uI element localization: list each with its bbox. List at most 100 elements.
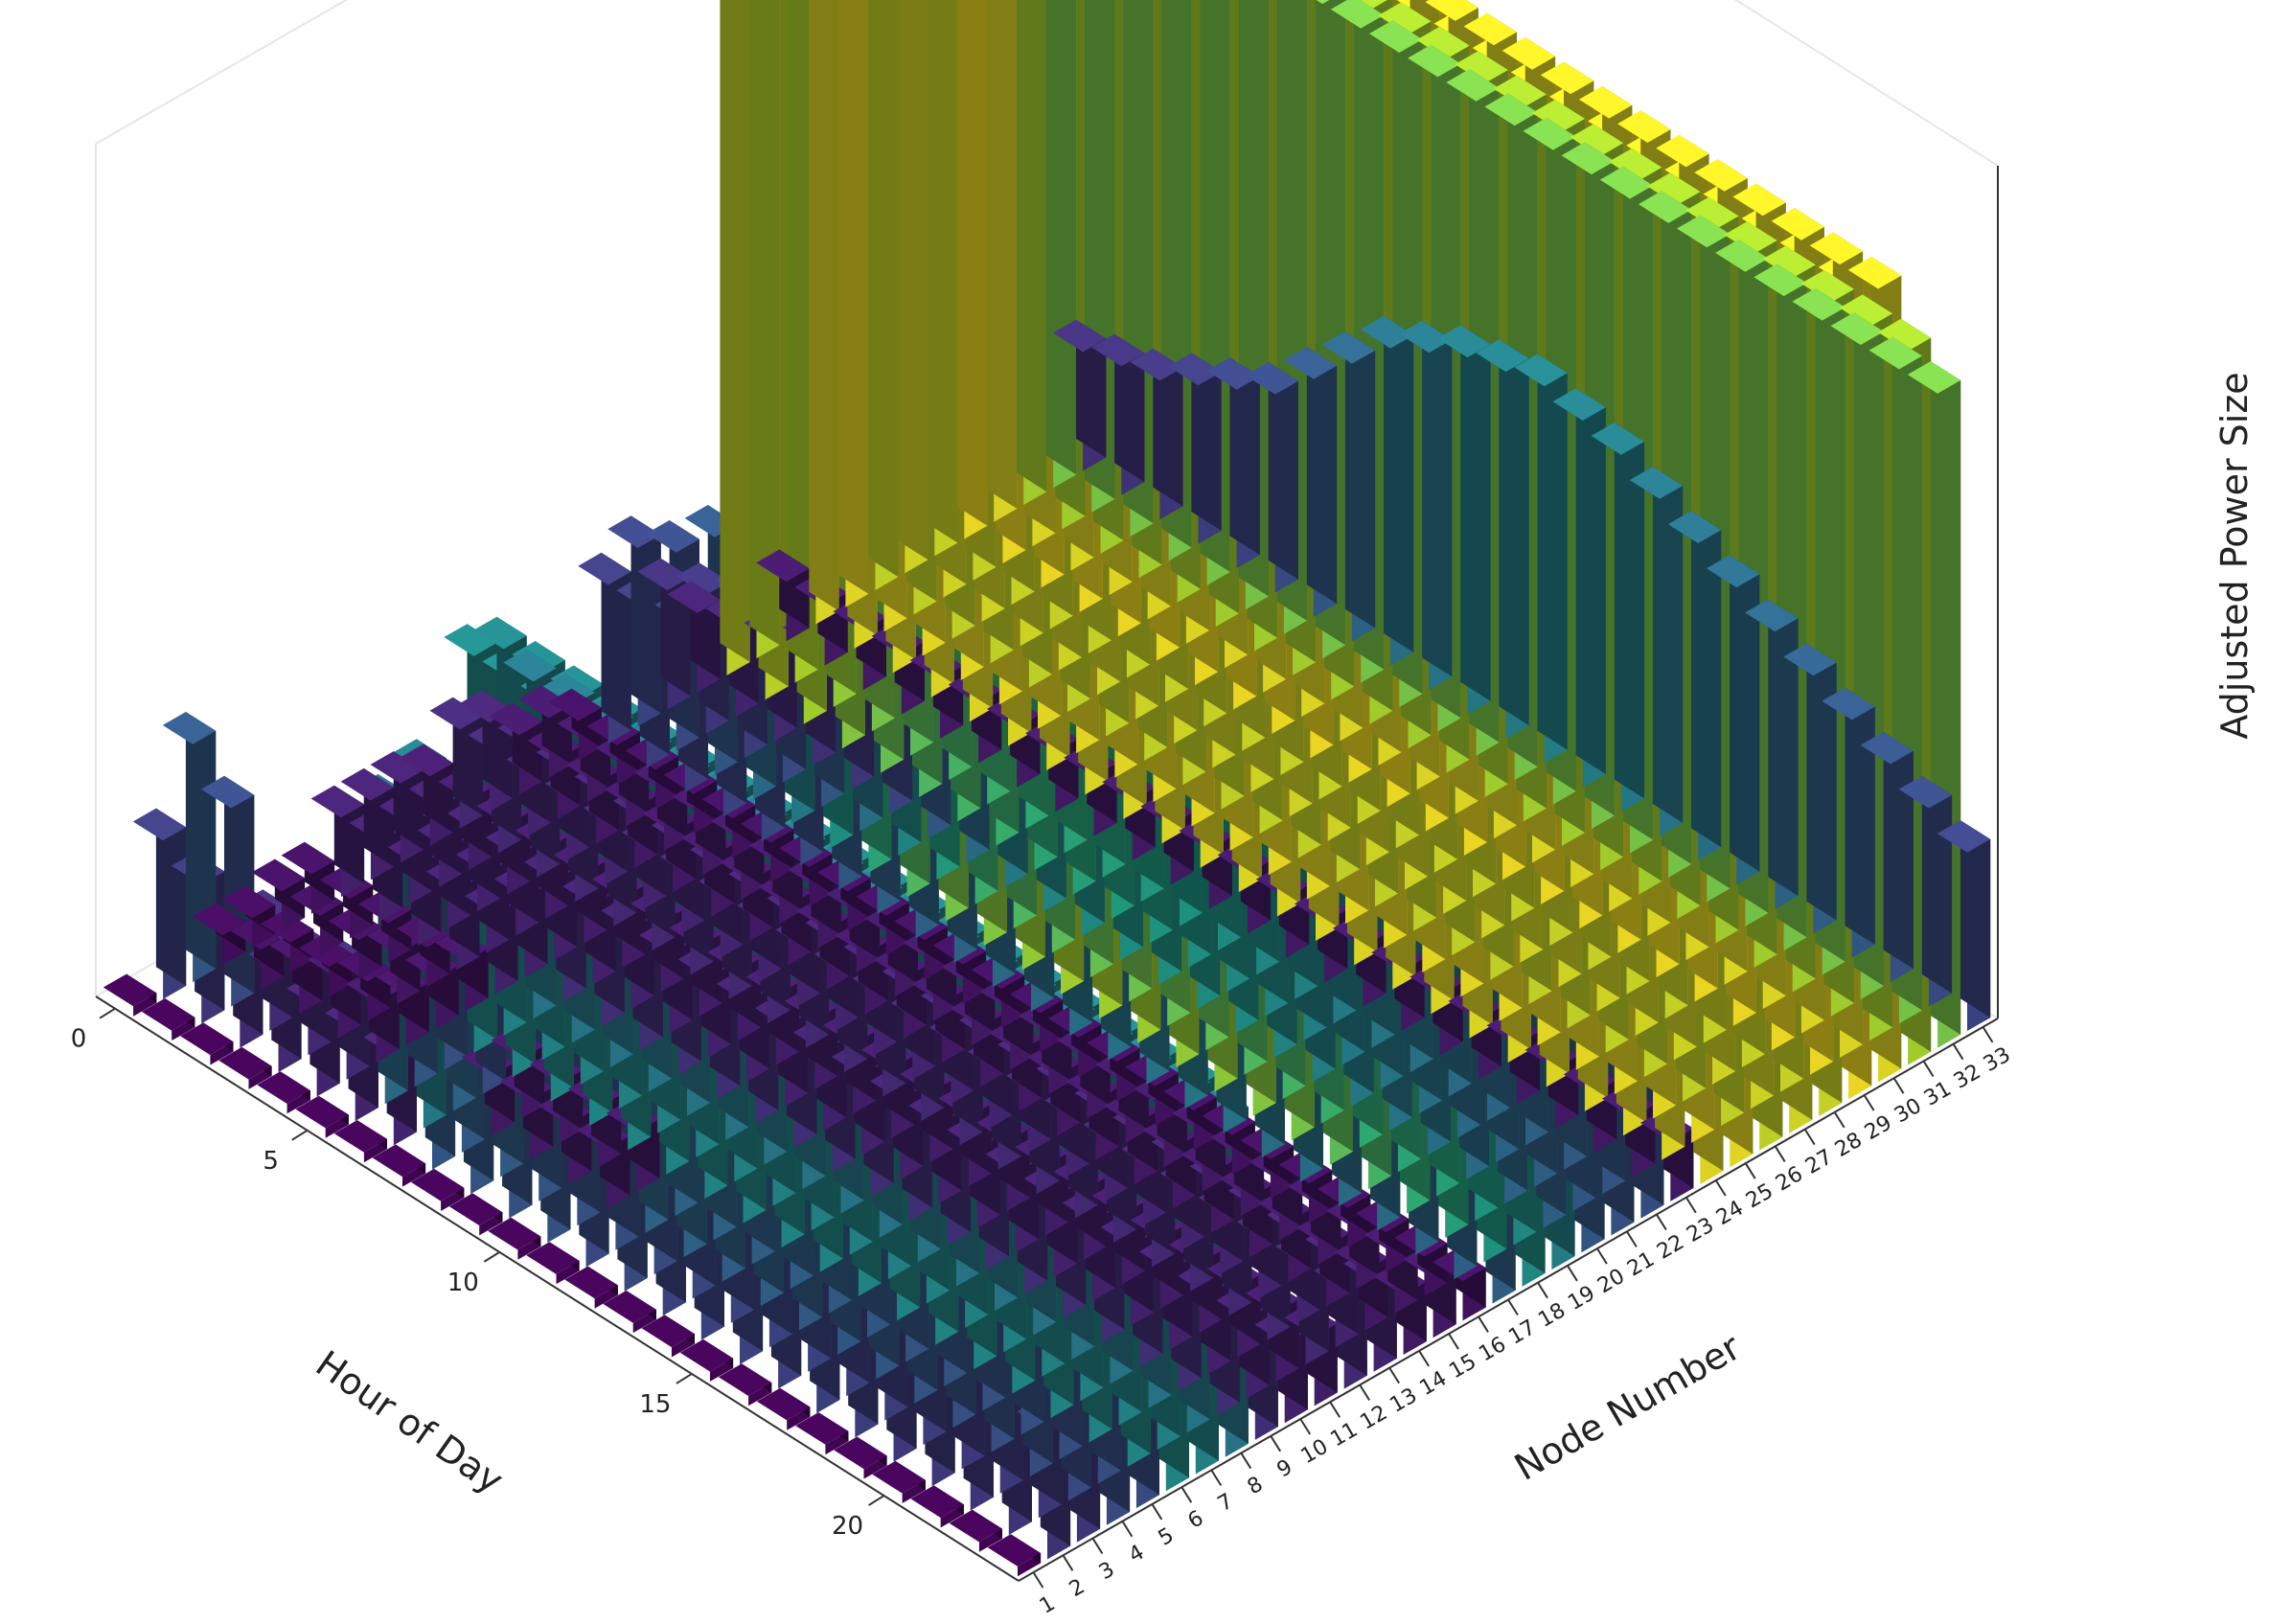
bar-face-side (809, 0, 839, 611)
bar (340, 767, 394, 881)
node-tick (1151, 1503, 1163, 1521)
pane-edge (1734, 0, 1999, 167)
bar (218, 1046, 272, 1089)
bar (872, 1460, 926, 1503)
bar-face-side (1883, 731, 1914, 970)
node-tick (1685, 1197, 1697, 1214)
bar-face-top (1399, 320, 1453, 354)
bar-face-top (1732, 183, 1786, 217)
bar-face-side (1153, 348, 1183, 507)
bar (1399, 320, 1453, 691)
node-tick-label: 4 (1125, 1541, 1149, 1568)
bar-face-side (1046, 0, 1077, 475)
bar-face-top (1629, 467, 1684, 499)
bar-face-top (1330, 0, 1385, 29)
bar-face-top (1437, 325, 1491, 358)
bar-face-top (1514, 354, 1568, 387)
bar-face-top (1667, 511, 1722, 543)
bar (756, 1387, 811, 1430)
bar (564, 1266, 618, 1309)
bar (1321, 331, 1376, 642)
bar-face-top (448, 1193, 503, 1226)
node-tick (1359, 1384, 1370, 1401)
node-tick (1714, 1179, 1727, 1197)
bar-face-side (957, 0, 988, 526)
bar-face-top (1715, 240, 1769, 272)
bar-face-top (578, 552, 631, 585)
bar-face-top (1245, 361, 1298, 395)
bar-face-side (1017, 0, 1047, 492)
hour-tick-label: 5 (263, 1147, 279, 1176)
bar-face-top (949, 1509, 1002, 1543)
bar-face-top (548, 688, 602, 721)
bar-face-side (1191, 353, 1222, 531)
z-axis-title: Adjusted Power Size (2213, 372, 2256, 739)
node-tick-label: 17 (1504, 1315, 1540, 1350)
node-tick-label: 8 (1244, 1473, 1268, 1500)
node-tick (1180, 1486, 1193, 1503)
node-tick-label: 24 (1712, 1197, 1748, 1231)
bar-face-side (601, 552, 631, 731)
bar (1206, 357, 1260, 569)
bar-face-top (667, 581, 721, 613)
bar-face-top (756, 1387, 811, 1421)
bar-face-side (1575, 388, 1606, 774)
bar-face-top (488, 1217, 541, 1250)
node-tick-label: 23 (1683, 1213, 1718, 1247)
bar-face-top (1877, 318, 1932, 352)
node-tick (1478, 1315, 1489, 1333)
bar-face-side (838, 0, 869, 594)
node-tick-label: 21 (1623, 1247, 1659, 1282)
bar-face-top (410, 1168, 465, 1201)
hour-tick (868, 1495, 885, 1506)
bar (1707, 555, 1760, 885)
node-tick-label: 3 (1095, 1558, 1119, 1586)
bar-face-top (1316, 0, 1330, 5)
bar-face-top (1578, 85, 1633, 119)
bar-face-top (1591, 423, 1645, 455)
bar (987, 1534, 1042, 1577)
bar-face-side (1806, 643, 1837, 921)
bar-face-top (718, 1363, 772, 1396)
bar-face-side (1691, 511, 1722, 848)
bar-face-side (1384, 315, 1414, 652)
bar-face-side (1730, 555, 1760, 872)
node-tick-label: 22 (1653, 1230, 1688, 1265)
bar-face-top (910, 1485, 964, 1519)
node-tick-label: 1 (1036, 1591, 1060, 1619)
bar-face-top (310, 785, 365, 818)
bar-face-top (1523, 117, 1576, 150)
bar-face-top (1771, 208, 1824, 240)
bar (756, 549, 810, 642)
bar-face-top (1360, 315, 1414, 349)
bar (679, 1338, 734, 1382)
hour-tick-label: 15 (639, 1390, 671, 1419)
bar (489, 702, 542, 795)
node-tick (1388, 1367, 1400, 1384)
bar-face-top (603, 1291, 656, 1323)
bar-face-top (1937, 820, 1991, 853)
bar (221, 885, 276, 949)
node-tick-label: 32 (1950, 1060, 1985, 1094)
bar-face-top (1484, 93, 1538, 126)
bar-face-side (1921, 775, 1953, 994)
bar (357, 890, 412, 963)
bar-face-top (1830, 312, 1884, 345)
bar (1283, 346, 1338, 617)
bar-face-side (928, 0, 958, 543)
node-tick (1626, 1230, 1638, 1247)
bar-face-top (1745, 599, 1799, 632)
node-tick (1032, 1571, 1044, 1589)
bar-face-top (295, 1095, 349, 1129)
node-tick (1833, 1111, 1845, 1129)
bar-face-top (1493, 75, 1547, 108)
bar-face-top (1638, 191, 1692, 223)
bar-face-top (1446, 69, 1500, 102)
hour-tick (676, 1373, 693, 1384)
bar-face-top (607, 515, 661, 548)
bar-face-top (1822, 687, 1875, 721)
node-tick (1448, 1333, 1459, 1350)
bar-face-top (192, 903, 246, 936)
